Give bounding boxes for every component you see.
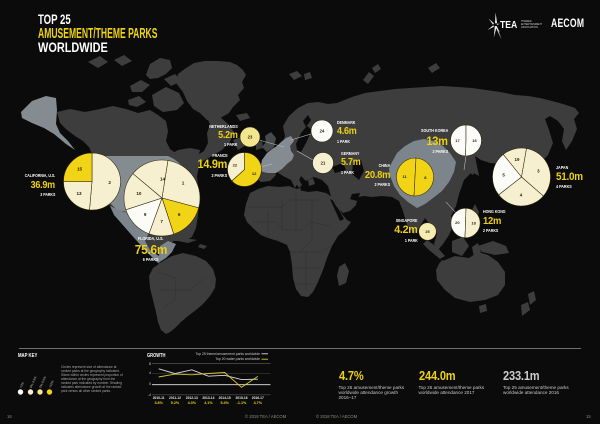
svg-text:11: 11 (402, 174, 407, 179)
svg-text:7: 7 (160, 219, 163, 224)
svg-text:21: 21 (321, 161, 326, 166)
svg-text:4: 4 (520, 193, 523, 198)
svg-text:5%-9.9%: 5%-9.9% (38, 375, 47, 388)
svg-text:8: 8 (424, 175, 427, 180)
svg-text:<0%: <0% (19, 381, 25, 389)
svg-text:2: 2 (108, 180, 111, 185)
svg-text:10: 10 (136, 191, 142, 196)
svg-text:16: 16 (472, 138, 477, 143)
svg-text:18: 18 (471, 221, 476, 226)
svg-text:14: 14 (160, 177, 166, 182)
svg-text:19: 19 (515, 157, 520, 162)
svg-text:13: 13 (76, 191, 82, 196)
svg-text:6: 6 (178, 212, 181, 217)
svg-text:15: 15 (77, 167, 83, 172)
svg-text:3: 3 (537, 169, 540, 174)
svg-text:12: 12 (252, 171, 257, 176)
svg-text:5: 5 (502, 173, 505, 178)
svg-text:24: 24 (320, 129, 325, 134)
svg-text:23: 23 (248, 135, 253, 140)
svg-text:1: 1 (182, 181, 185, 186)
svg-text:20: 20 (455, 220, 460, 225)
svg-text:9: 9 (144, 212, 147, 217)
svg-text:22: 22 (233, 163, 238, 168)
svg-text:>10%: >10% (48, 380, 55, 389)
svg-text:25: 25 (425, 230, 429, 234)
svg-text:0%-4.9%: 0%-4.9% (29, 375, 38, 388)
svg-text:17: 17 (455, 138, 460, 143)
